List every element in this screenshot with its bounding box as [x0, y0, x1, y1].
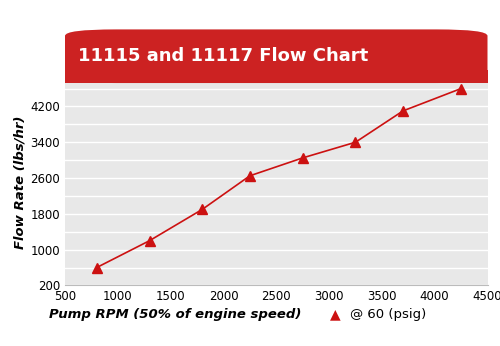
Y-axis label: Flow Rate (lbs/hr): Flow Rate (lbs/hr)	[13, 116, 26, 249]
Text: @ 60 (psig): @ 60 (psig)	[350, 308, 426, 321]
FancyBboxPatch shape	[65, 70, 488, 83]
Text: 11115 and 11117 Flow Chart: 11115 and 11117 Flow Chart	[78, 47, 368, 65]
FancyBboxPatch shape	[65, 29, 488, 83]
Text: ▲: ▲	[330, 307, 340, 321]
Text: Pump RPM (50% of engine speed): Pump RPM (50% of engine speed)	[49, 308, 301, 321]
